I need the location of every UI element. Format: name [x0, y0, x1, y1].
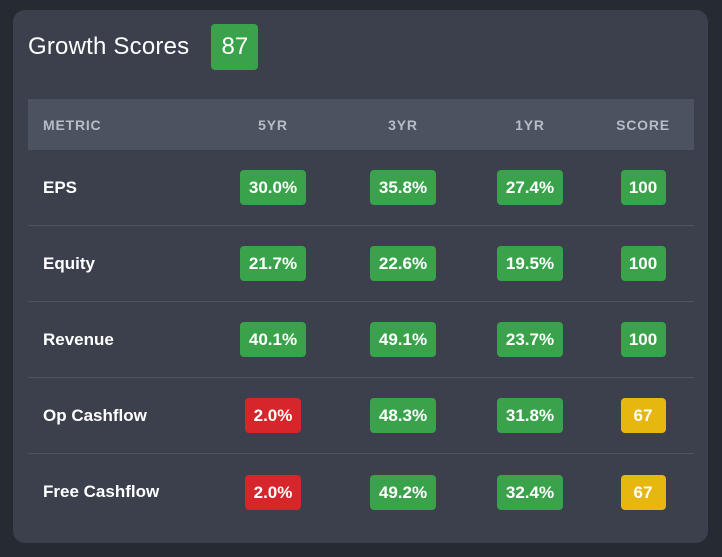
growth-1yr-value-cell: 27.4% — [468, 170, 592, 205]
growth-5yr-value-cell: 2.0% — [208, 398, 338, 433]
growth-1yr-value-cell: 31.8% — [468, 398, 592, 433]
score-cell: 67 — [592, 474, 694, 510]
score-badge: 100 — [620, 246, 666, 281]
growth-3yr-value: 22.6% — [369, 246, 437, 281]
growth-5yr-value: 2.0% — [244, 398, 302, 433]
growth-3yr-value-cell: 49.2% — [338, 474, 468, 510]
table-row: Free Cashflow 2.0% 49.2% 32.4% 67 — [28, 454, 694, 530]
metric-name: Equity — [43, 253, 95, 273]
score-badge: 67 — [620, 398, 666, 433]
growth-5yr-value-cell: 2.0% — [208, 474, 338, 510]
growth-3yr-value-cell: 22.6% — [338, 246, 468, 281]
growth-3yr-value-cell: 35.8% — [338, 170, 468, 205]
table-row: Equity 21.7% 22.6% 19.5% 100 — [28, 226, 694, 302]
growth-3yr-value: 35.8% — [369, 170, 437, 205]
column-header-1yr: 1YR — [515, 116, 545, 133]
growth-5yr-value-cell: 30.0% — [208, 170, 338, 205]
growth-1yr-value-cell: 23.7% — [468, 322, 592, 357]
growth-5yr-value: 30.0% — [239, 170, 307, 205]
metric-name: Free Cashflow — [43, 482, 160, 501]
growth-5yr-value: 2.0% — [244, 474, 302, 510]
score-badge: 67 — [620, 474, 666, 510]
metric-name: Op Cashflow — [43, 405, 147, 425]
growth-5yr-value-cell: 21.7% — [208, 246, 338, 281]
table-row: Revenue 40.1% 49.1% 23.7% 100 — [28, 302, 694, 378]
table-header-row: METRIC 5YR 3YR 1YR SCORE — [28, 99, 694, 150]
score-cell: 67 — [592, 398, 694, 433]
column-header-score: SCORE — [616, 116, 670, 133]
growth-1yr-value: 27.4% — [496, 170, 564, 205]
growth-table: METRIC 5YR 3YR 1YR SCORE EPS 30.0% 35.8% 27… — [28, 99, 694, 530]
total-score-badge: 87 — [211, 24, 259, 70]
growth-1yr-value-cell: 19.5% — [468, 246, 592, 281]
card-header: Growth Scores 87 — [28, 24, 259, 70]
growth-1yr-value: 32.4% — [496, 474, 564, 510]
growth-5yr-value-cell: 40.1% — [208, 322, 338, 357]
metric-name: EPS — [43, 177, 78, 197]
score-badge: 100 — [620, 170, 666, 205]
table-row: EPS 30.0% 35.8% 27.4% 100 — [28, 150, 694, 226]
score-cell: 100 — [592, 246, 694, 281]
growth-5yr-value: 21.7% — [239, 246, 307, 281]
growth-3yr-value-cell: 49.1% — [338, 322, 468, 357]
growth-1yr-value: 19.5% — [496, 246, 564, 281]
column-header-3yr: 3YR — [388, 116, 418, 133]
growth-1yr-value: 31.8% — [496, 398, 564, 433]
score-cell: 100 — [592, 170, 694, 205]
table-row: Op Cashflow 2.0% 48.3% 31.8% 67 — [28, 378, 694, 454]
growth-5yr-value: 40.1% — [239, 322, 307, 357]
growth-1yr-value: 23.7% — [496, 322, 564, 357]
score-badge: 100 — [620, 322, 666, 357]
growth-3yr-value-cell: 48.3% — [338, 398, 468, 433]
score-cell: 100 — [592, 322, 694, 357]
growth-scores-card: Growth Scores 87 METRIC 5YR 3YR 1YR SCOR… — [13, 10, 708, 543]
growth-1yr-value-cell: 32.4% — [468, 474, 592, 510]
growth-3yr-value: 49.1% — [369, 322, 437, 357]
metric-name: Revenue — [43, 329, 114, 349]
card-title: Growth Scores — [28, 33, 190, 60]
column-header-5yr: 5YR — [258, 116, 288, 133]
growth-3yr-value: 49.2% — [369, 474, 437, 510]
table-body: EPS 30.0% 35.8% 27.4% 100 Equity 21.7% 22.6% 19.… — [28, 150, 694, 530]
growth-3yr-value: 48.3% — [369, 398, 437, 433]
column-header-metric: METRIC — [43, 116, 102, 133]
